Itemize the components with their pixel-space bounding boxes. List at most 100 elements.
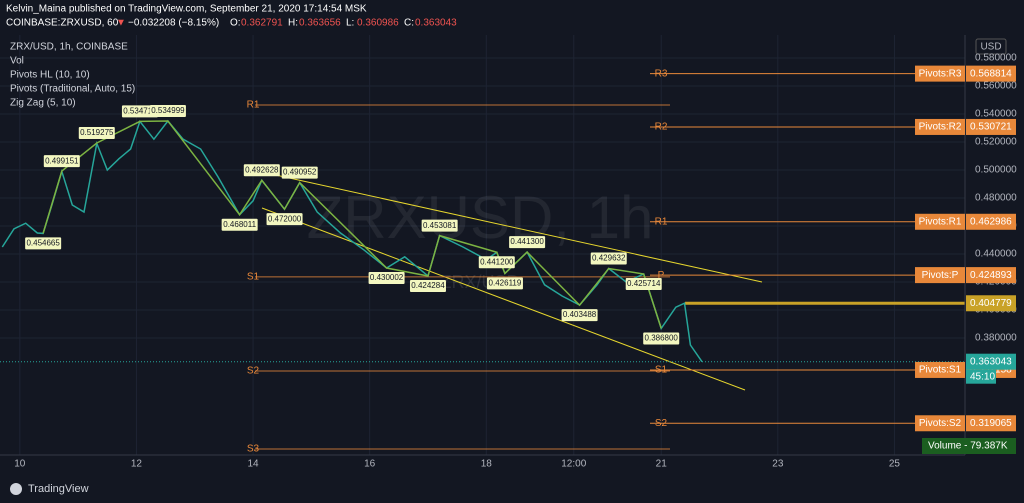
zigzag-label: 0.441200	[480, 257, 514, 266]
zigzag-label: 0.492628	[245, 165, 279, 174]
last-price-box	[966, 353, 1016, 370]
pivot-label: S2	[655, 418, 668, 429]
zigzag-label-box	[281, 166, 318, 179]
zigzag-label-box	[421, 219, 458, 232]
zigzag-label-box	[368, 271, 405, 284]
pivot-value: 0.424893	[970, 270, 1012, 281]
pivot-value: 0.568814	[970, 68, 1012, 79]
price-line	[1, 119, 703, 363]
pivot-tag-box	[915, 118, 965, 135]
y-tick-label: 0.520000	[975, 137, 1017, 148]
volume-box	[922, 438, 1016, 454]
ohlc-value: 0.363043	[415, 18, 457, 29]
pivot-value-box	[966, 415, 1016, 432]
pivot-value: 0.462986	[970, 216, 1012, 227]
pivot-tag-box	[915, 361, 965, 378]
x-tick-label: 18	[481, 459, 493, 470]
channel-line	[261, 207, 746, 391]
zigzag-label: 0.490952	[283, 168, 317, 177]
zigzag-label: 0.426119	[489, 279, 522, 288]
pivot-value: 0.530721	[970, 122, 1012, 133]
y-tick-label: 0.440000	[975, 249, 1017, 260]
legend-item: Pivots (Traditional, Auto, 15)	[10, 84, 135, 95]
zigzag-label-box	[243, 164, 280, 177]
zigzag-label: 0.534999	[151, 106, 185, 115]
publish-line: Kelvin_Maina published on TradingView.co…	[6, 4, 367, 15]
legend-item: Vol	[10, 56, 24, 67]
pivot-label: R3	[655, 68, 668, 79]
axes: 0.3800000.4000000.4200000.4400000.460000…	[14, 53, 1017, 470]
ohlc-key: L:	[346, 18, 354, 29]
legend-item: Zig Zag (5, 10)	[10, 98, 76, 109]
zigzag-label: 0.386800	[645, 334, 679, 343]
x-tick-label: 10	[14, 459, 26, 470]
hl-value: 0.404779	[970, 298, 1012, 309]
y-tick-label: 0.500000	[975, 165, 1017, 176]
currency-box	[975, 38, 1007, 55]
ohlc-value: 0.362791	[241, 18, 283, 29]
zigzag-label: 0.472000	[268, 214, 302, 223]
countdown: 45:10	[970, 371, 995, 382]
zigzag-label-box	[409, 279, 446, 292]
change: −0.032208 (−8.15%)	[128, 18, 219, 29]
x-tick-label: 12	[131, 459, 143, 470]
change-arrow: ▼	[116, 18, 126, 29]
pivot-tag-box	[915, 65, 965, 82]
pivot-tag-box	[915, 267, 965, 284]
zigzag-label-box	[509, 236, 546, 249]
zigzag-label: 0.453081	[423, 221, 457, 230]
zigzag-label-box	[590, 252, 627, 265]
countdown-box	[966, 369, 996, 384]
zigzag-label: 0.403488	[563, 310, 597, 319]
footer	[0, 476, 1024, 503]
zigzag-label-box	[625, 277, 662, 290]
zigzag-label-box	[266, 213, 303, 226]
zigzag-label-box	[43, 155, 80, 168]
zigzag-label: 0.468011	[223, 220, 256, 229]
legend-title: ZRX/USD, 1h, COINBASE	[10, 42, 128, 53]
pivot-value: 0.319065	[970, 418, 1012, 429]
x-tick-label: 21	[656, 459, 668, 470]
plot: R1 S1 S2 S3 R3 R2 R1 P S1 S2 0.454665 0.499151 0.519…	[0, 68, 965, 455]
pivot-value-box	[966, 118, 1016, 135]
pivot-label: S1	[655, 365, 668, 376]
ohlc-key: C:	[404, 18, 414, 29]
y-tick-label: 0.380000	[975, 333, 1017, 344]
y-tick-label: 0.560000	[975, 81, 1017, 92]
pivot-tag-box	[915, 213, 965, 230]
ohlc: O: 0.362791 H: 0.363656 L: 0.360986 C: 0.363043	[230, 18, 457, 29]
ohlc-value: 0.363656	[299, 18, 341, 29]
ohlc-key: O:	[230, 18, 241, 29]
footer-brand: TradingView	[28, 483, 89, 495]
previous-pivot-label: S2	[247, 366, 260, 377]
hl-value-box	[966, 295, 1016, 312]
x-tick-label: 23	[772, 459, 784, 470]
zigzag-label: 0.534710	[123, 106, 157, 115]
zigzag-label-box	[561, 309, 598, 322]
zigzag-label: 0.424284	[411, 281, 445, 290]
volume-label: Volume - 79.387K	[928, 441, 1008, 452]
channel-line	[261, 171, 763, 283]
pivot-tag-box	[915, 415, 965, 432]
zigzag-label: 0.454665	[26, 239, 60, 248]
zigzag-label: 0.425714	[627, 279, 661, 288]
x-tick-label: 14	[247, 459, 259, 470]
x-tick-label: 12:00	[561, 459, 586, 470]
pivot-tag: Pivots:S1	[919, 365, 962, 376]
pivot-value-box	[966, 213, 1016, 230]
ohlc-key: H:	[288, 18, 298, 29]
zigzag-label: 0.429632	[592, 254, 626, 263]
zigzag-label-box	[25, 237, 62, 250]
pivot-tag: Pivots:P	[922, 270, 959, 281]
zigzag-label-box	[78, 126, 115, 139]
zigzag-label: 0.430002	[370, 273, 404, 282]
pivot-value-box	[966, 65, 1016, 82]
pivot-tag: Pivots:R2	[919, 122, 962, 133]
symbol: COINBASE:ZRXUSD, 60	[6, 18, 119, 29]
legend-item: Pivots HL (10, 10)	[10, 70, 90, 81]
zigzag-label: 0.441300	[510, 237, 544, 246]
pivot-tag: Pivots:S2	[919, 418, 962, 429]
previous-pivot-label: R1	[247, 100, 260, 111]
zigzag-label-box	[221, 218, 258, 231]
